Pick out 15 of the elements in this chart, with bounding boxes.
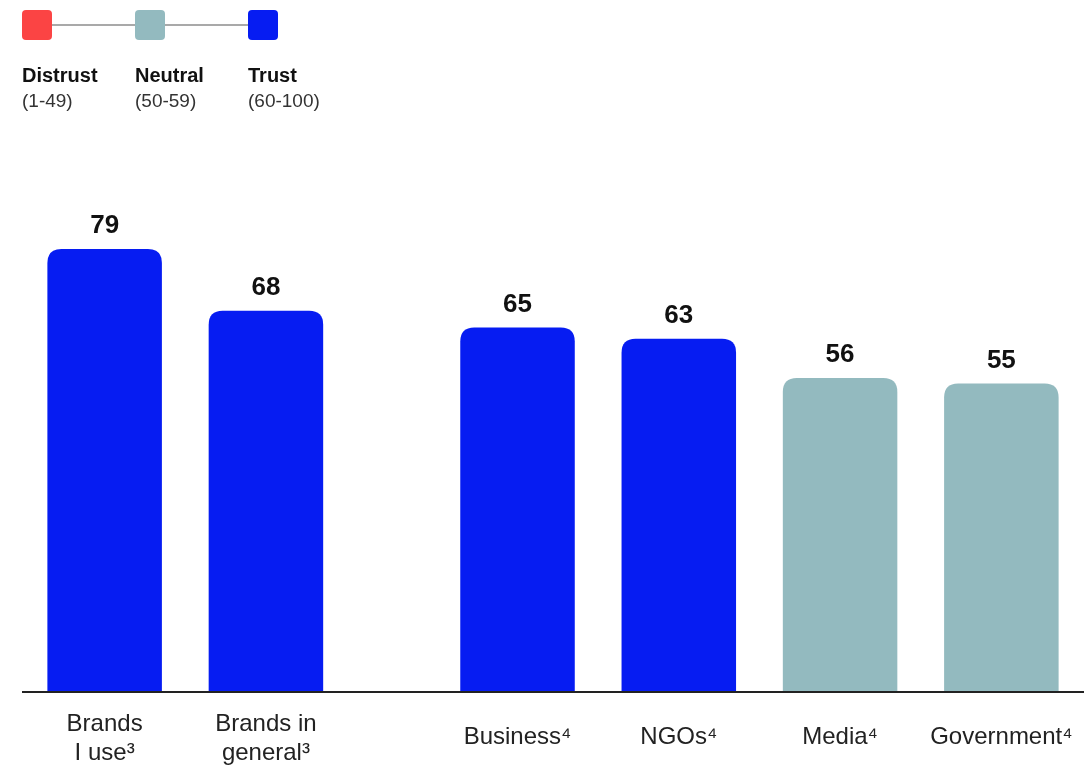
data-label: 56: [825, 337, 855, 368]
x-tick-label: Brands in general³: [215, 709, 317, 765]
legend-label: Neutral (50-59): [135, 64, 204, 111]
data-label: 68: [251, 270, 281, 301]
x-tick-label: Brands I use³: [66, 709, 143, 765]
data-label: 63: [664, 298, 694, 329]
data-label: 79: [90, 209, 120, 239]
legend-label: Distrust (1-49): [22, 64, 98, 111]
x-tick-label: Media⁴: [802, 722, 878, 749]
data-label: 65: [503, 287, 532, 318]
x-tick-label: NGOs⁴: [640, 722, 718, 749]
legend-label: Trust (60-100): [248, 64, 320, 111]
x-tick-label: Government⁴: [930, 722, 1073, 749]
x-tick-label: Business⁴: [463, 722, 572, 749]
data-label: 55: [986, 343, 1016, 374]
